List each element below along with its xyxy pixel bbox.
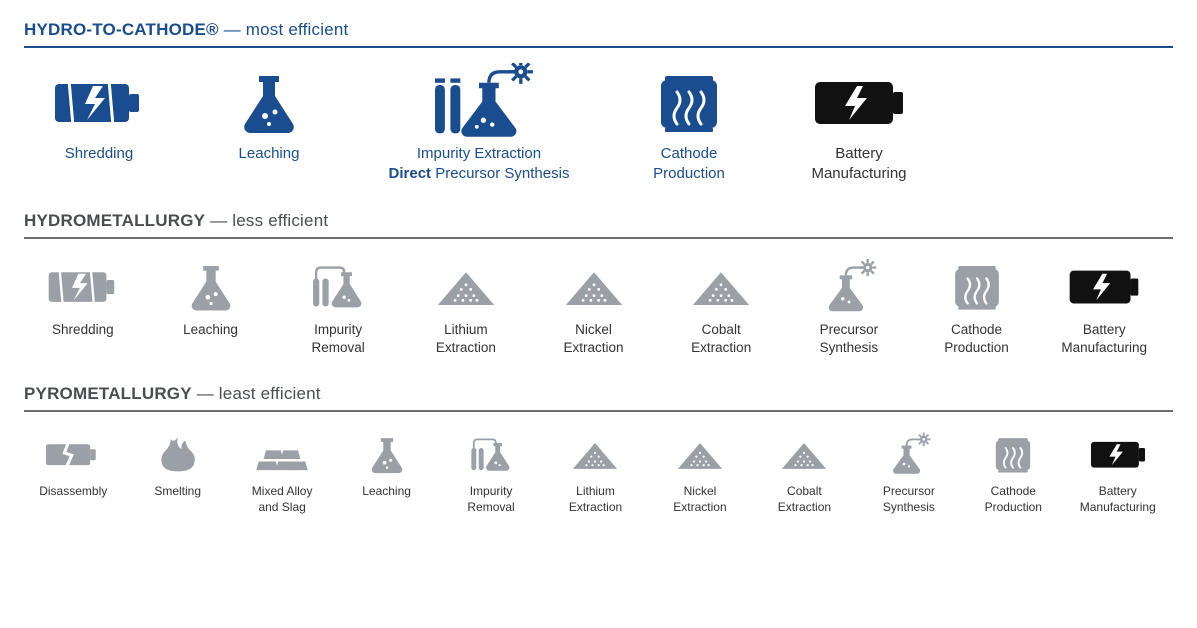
step-label: Precursor Synthesis — [883, 484, 935, 515]
section-title: PYROMETALLURGY — [24, 384, 192, 403]
step-label: Lithium Extraction — [569, 484, 622, 515]
pile-icon — [427, 257, 505, 313]
cathode-machine-icon — [639, 66, 739, 136]
step-flask-tubes-gear: Impurity ExtractionDirect Precursor Synt… — [364, 66, 594, 183]
step-label: Battery Manufacturing — [1061, 321, 1147, 356]
step-label: Shredding — [65, 144, 133, 164]
section-subtitle: — less efficient — [205, 211, 328, 230]
step-cathode-machine: Cathode Production — [964, 430, 1062, 515]
section-title: HYDRO-TO-CATHODE® — [24, 20, 219, 39]
pile-icon — [555, 257, 633, 313]
step-pile: Cobalt Extraction — [662, 257, 780, 356]
step-flask: Leaching — [194, 66, 344, 164]
step-pile: Cobalt Extraction — [755, 430, 853, 515]
section-header: PYROMETALLURGY — least efficient — [24, 384, 1173, 412]
step-label: Cathode Production — [653, 144, 725, 183]
pile-icon — [773, 430, 835, 476]
flask-icon — [356, 430, 418, 476]
step-ingots: Mixed Alloy and Slag — [233, 430, 331, 515]
cathode-machine-icon — [938, 257, 1016, 313]
battery-crack-icon — [42, 430, 104, 476]
step-cathode-machine: Cathode Production — [918, 257, 1036, 356]
cathode-machine-icon — [982, 430, 1044, 476]
step-battery-crack: Disassembly — [24, 430, 122, 500]
step-label: Shredding — [52, 321, 114, 339]
steps-row: Shredding Leaching Impurity Extrac — [24, 66, 1173, 183]
section-subtitle: — most efficient — [219, 20, 349, 39]
flask-gear-icon — [810, 257, 888, 313]
pile-icon — [669, 430, 731, 476]
pile-icon — [564, 430, 626, 476]
section-subtitle: — least efficient — [192, 384, 321, 403]
step-label: Battery Manufacturing — [811, 144, 906, 183]
step-pile: Lithium Extraction — [546, 430, 644, 515]
step-flask: Leaching — [337, 430, 435, 500]
step-label: Leaching — [239, 144, 300, 164]
battery-bolt-icon — [809, 66, 909, 136]
step-label: Cathode Production — [985, 484, 1042, 515]
step-label: Nickel Extraction — [564, 321, 624, 356]
flask-icon — [219, 66, 319, 136]
flask-tubes-icon — [460, 430, 522, 476]
step-label: Cathode Production — [944, 321, 1009, 356]
step-label: Nickel Extraction — [673, 484, 726, 515]
flask-tubes-gear-icon — [424, 66, 534, 136]
step-flask: Leaching — [152, 257, 270, 339]
step-flask-tubes: Impurity Removal — [442, 430, 540, 515]
steps-row: Shredding Leaching Impurity Removal Lith… — [24, 257, 1173, 356]
section-pyrometallurgy: PYROMETALLURGY — least efficient Disasse… — [24, 384, 1173, 515]
step-cathode-machine: Cathode Production — [614, 66, 764, 183]
step-pile: Nickel Extraction — [651, 430, 749, 515]
step-label: Smelting — [154, 484, 201, 500]
step-battery-bolt: Battery Manufacturing — [784, 66, 934, 183]
step-label: Impurity Removal — [312, 321, 365, 356]
section-title: HYDROMETALLURGY — [24, 211, 205, 230]
step-label: Disassembly — [39, 484, 107, 500]
section-header: HYDROMETALLURGY — less efficient — [24, 211, 1173, 239]
section-header: HYDRO-TO-CATHODE® — most efficient — [24, 20, 1173, 48]
step-flame: Smelting — [128, 430, 226, 500]
flask-icon — [172, 257, 250, 313]
pile-icon — [682, 257, 760, 313]
battery-shred-icon — [44, 257, 122, 313]
step-label: Leaching — [362, 484, 411, 500]
step-battery-bolt: Battery Manufacturing — [1045, 257, 1163, 356]
steps-row: Disassembly Smelting Mixed Alloy and Sla… — [24, 430, 1173, 515]
flask-tubes-icon — [299, 257, 377, 313]
step-label: Impurity Removal — [467, 484, 514, 515]
section-hydrometallurgy: HYDROMETALLURGY — less efficient Shreddi… — [24, 211, 1173, 356]
flame-icon — [147, 430, 209, 476]
battery-bolt-icon — [1087, 430, 1149, 476]
step-label: Impurity ExtractionDirect Precursor Synt… — [389, 144, 570, 183]
step-flask-gear: Precursor Synthesis — [790, 257, 908, 356]
step-flask-gear: Precursor Synthesis — [860, 430, 958, 515]
step-label: Precursor Synthesis — [820, 321, 879, 356]
step-label: Cobalt Extraction — [691, 321, 751, 356]
step-label: Leaching — [183, 321, 238, 339]
step-pile: Nickel Extraction — [535, 257, 653, 356]
step-battery-shred: Shredding — [24, 66, 174, 164]
flask-gear-icon — [878, 430, 940, 476]
battery-bolt-icon — [1065, 257, 1143, 313]
step-pile: Lithium Extraction — [407, 257, 525, 356]
step-label: Lithium Extraction — [436, 321, 496, 356]
step-flask-tubes: Impurity Removal — [279, 257, 397, 356]
battery-shred-icon — [49, 66, 149, 136]
step-label: Cobalt Extraction — [778, 484, 831, 515]
step-label: Battery Manufacturing — [1080, 484, 1156, 515]
section-hydro-to-cathode: HYDRO-TO-CATHODE® — most efficient Shred… — [24, 20, 1173, 183]
step-battery-bolt: Battery Manufacturing — [1069, 430, 1167, 515]
step-battery-shred: Shredding — [24, 257, 142, 339]
step-label: Mixed Alloy and Slag — [252, 484, 313, 515]
ingots-icon — [251, 430, 313, 476]
